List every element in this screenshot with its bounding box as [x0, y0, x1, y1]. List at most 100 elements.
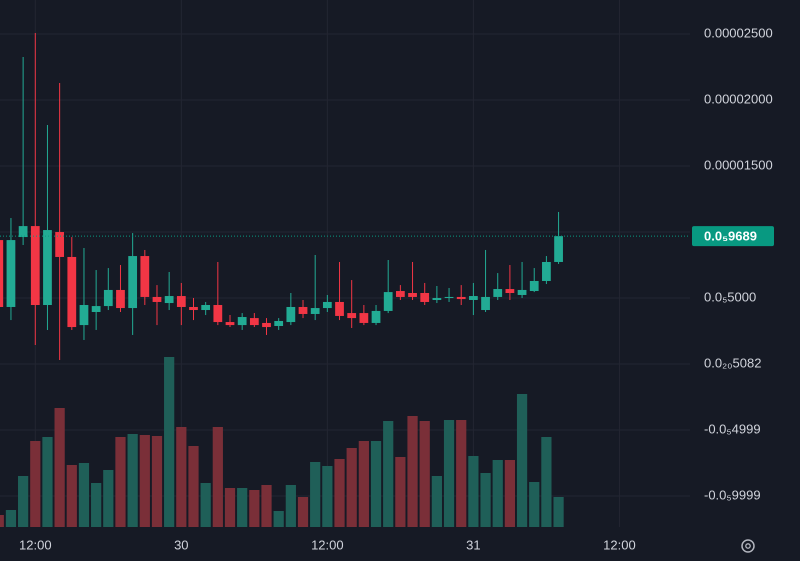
candle-body	[359, 313, 369, 323]
volume-bar	[237, 488, 248, 527]
candle-body	[481, 296, 490, 311]
y-tick-label: -0.0₅9999	[704, 487, 761, 502]
candle-body	[237, 317, 247, 326]
volume-bar	[334, 459, 345, 527]
volume-bar	[431, 476, 442, 527]
volume-bar	[212, 427, 223, 527]
volume-bar	[553, 497, 564, 527]
volume-bar	[54, 408, 65, 527]
volume-bar	[310, 462, 321, 527]
candle-body	[55, 232, 65, 257]
candle-body	[517, 289, 527, 295]
last-price-label: 0.0₅9689	[704, 229, 757, 244]
volume-bar	[261, 485, 272, 527]
candle-body	[493, 289, 503, 297]
candle-body	[432, 298, 442, 300]
volume-bar	[492, 460, 503, 527]
volume-bar	[297, 497, 309, 527]
candle-body	[152, 296, 162, 302]
volume-bar	[395, 457, 406, 527]
volume-bar	[443, 420, 455, 527]
candle-body	[225, 322, 235, 326]
volume-bar	[42, 437, 53, 527]
candle-body	[103, 289, 113, 307]
volume-bar	[18, 476, 29, 527]
volume-bar	[541, 437, 552, 527]
candle-body	[43, 230, 52, 306]
y-tick-label: 0.0₅5000	[704, 289, 756, 304]
volume-bar	[529, 482, 540, 527]
volume-bar	[504, 460, 516, 527]
y-tick-label: 0.00002500	[704, 25, 773, 40]
x-tick-label: 12:00	[19, 537, 52, 552]
candle-body	[456, 296, 466, 300]
candle-body	[529, 280, 539, 292]
candle-body	[310, 308, 320, 314]
candle-body	[30, 226, 40, 306]
candle-body	[335, 301, 344, 316]
volume-bar	[78, 463, 90, 527]
volume-bar	[322, 466, 333, 527]
candle-body	[67, 256, 77, 328]
candle-body	[6, 240, 16, 307]
y-tick-label: 0.0₂₀5082	[704, 355, 761, 370]
candle-body	[201, 305, 211, 311]
x-tick-label: 30	[174, 537, 188, 552]
y-tick-label: -0.0₅4999	[704, 421, 761, 436]
volume-bar	[0, 515, 4, 527]
candle-body	[371, 310, 381, 323]
candle-body	[0, 240, 4, 307]
volume-bar	[200, 483, 211, 527]
candle-body	[79, 305, 89, 326]
volume-bar	[151, 436, 163, 527]
x-tick-label: 31	[466, 537, 480, 552]
candle-body	[554, 236, 563, 262]
candle-body	[164, 296, 174, 304]
candle-body	[18, 226, 28, 238]
volume-bar	[480, 473, 491, 527]
volume-bar	[419, 421, 430, 527]
y-tick-label: 0.00001500	[704, 157, 773, 172]
candle-body	[286, 306, 296, 323]
candle-body	[505, 289, 515, 293]
volume-bar	[127, 434, 138, 527]
candle-body	[408, 292, 417, 297]
candle-body	[116, 289, 125, 309]
candle-body	[420, 292, 430, 302]
volume-bar	[370, 441, 382, 527]
volume-bar	[346, 448, 357, 527]
candle-body	[383, 292, 393, 311]
settings-icon[interactable]	[741, 539, 755, 553]
volume-bar	[249, 490, 260, 527]
volume-bar	[407, 416, 418, 527]
volume-bar	[358, 441, 369, 527]
volume-bar	[516, 394, 528, 527]
candle-body	[140, 256, 150, 297]
candle-body	[189, 306, 198, 311]
candle-body	[347, 313, 357, 319]
candle-body	[176, 296, 186, 307]
candle-body	[298, 306, 308, 314]
x-tick-label: 12:00	[311, 537, 344, 552]
candle-body	[542, 261, 551, 281]
candle-body	[274, 320, 284, 326]
volume-bar	[164, 357, 175, 527]
volume-bar	[285, 485, 296, 527]
volume-bar	[273, 511, 284, 527]
candle-body	[128, 256, 138, 309]
candle-body	[249, 318, 259, 326]
candle-body	[395, 291, 405, 297]
volume-bar	[468, 456, 479, 527]
volume-bar	[383, 421, 394, 527]
candle-body	[213, 305, 223, 323]
candle-body	[469, 296, 478, 300]
volume-bar	[139, 435, 150, 527]
volume-bar	[103, 470, 114, 527]
candle-body	[91, 306, 101, 313]
volume-bar	[456, 420, 467, 527]
y-tick-label: 0.00002000	[704, 91, 773, 106]
volume-bar	[5, 510, 17, 527]
volume-bar	[188, 446, 199, 527]
volume-bar	[176, 427, 187, 527]
